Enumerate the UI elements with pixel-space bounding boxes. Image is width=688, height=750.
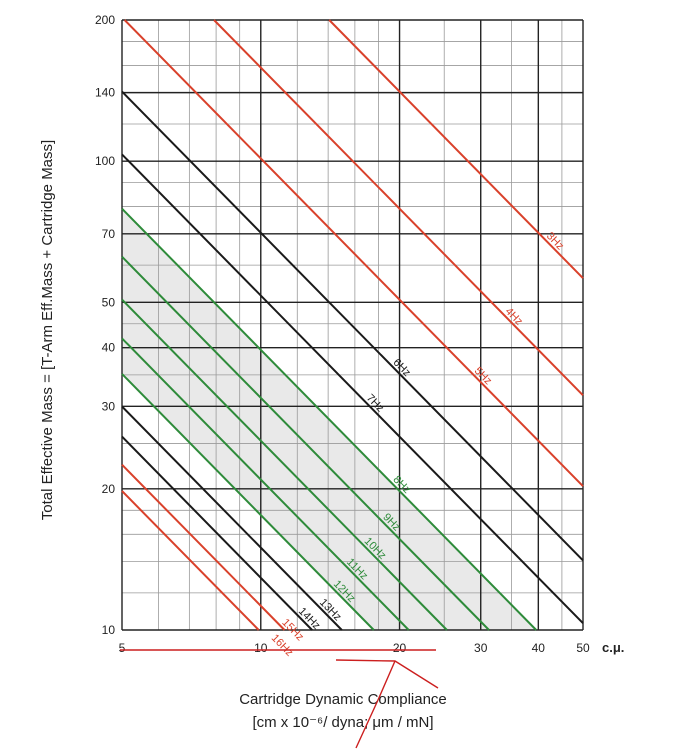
y-tick-labels: 10 20 30 40 50 70 100 140 200 — [95, 13, 115, 637]
annotation-marks — [120, 649, 439, 749]
y-tick-label: 30 — [102, 399, 116, 413]
y-tick-label: 100 — [95, 154, 115, 168]
series-label-6hz: 6Hz — [391, 357, 413, 379]
series-label-7hz: 7Hz — [364, 392, 386, 414]
x-axis-title: Cartridge Dynamic Compliance — [239, 691, 447, 708]
series-line-13hz — [121, 405, 343, 631]
gridlines — [121, 19, 584, 631]
x-tick-label: 20 — [393, 641, 407, 655]
series-lines — [121, 19, 584, 631]
annotation-arrow-head — [335, 659, 439, 689]
y-tick-label: 200 — [95, 13, 115, 27]
series-line-12hz — [121, 373, 375, 631]
annotation-arrow-shaft — [355, 660, 396, 749]
series-line-5hz — [123, 19, 584, 487]
y-tick-label: 20 — [102, 482, 116, 496]
series-line-16hz — [121, 490, 260, 631]
x-tick-label: 50 — [576, 641, 590, 655]
x-axis-units: [cm x 10⁻⁶/ dyna; μm / mN] — [252, 714, 433, 731]
series-line-9hz — [121, 255, 490, 631]
y-axis-title: Total Effective Mass = [T-Arm Eff.Mass +… — [39, 140, 56, 520]
x-tick-label: 10 — [254, 641, 268, 655]
y-tick-label: 70 — [102, 227, 116, 241]
series-line-11hz — [121, 337, 410, 631]
series-line-7hz — [121, 153, 584, 624]
y-tick-label: 10 — [102, 623, 116, 637]
x-tick-label: 30 — [474, 641, 488, 655]
shaded-band-8-12hz — [122, 208, 583, 630]
series-label-5hz: 5Hz — [472, 365, 494, 387]
series-line-14hz — [121, 435, 313, 631]
x-tick-label: 5 — [119, 641, 126, 655]
y-tick-label: 40 — [102, 341, 116, 355]
series-line-4hz — [213, 19, 584, 397]
x-tick-label: 40 — [532, 641, 546, 655]
series-line-3hz — [328, 19, 584, 279]
y-tick-label: 50 — [102, 295, 116, 309]
x-tick-labels: 5 10 20 30 40 50 — [119, 641, 590, 655]
series-line-8hz — [121, 207, 537, 631]
series-line-6hz — [121, 90, 584, 562]
series-line-10hz — [121, 298, 448, 631]
series-line-15hz — [121, 463, 286, 631]
series-label-4hz: 4Hz — [503, 305, 525, 327]
x-unit-tag: c.μ. — [602, 640, 624, 655]
y-tick-label: 140 — [95, 86, 115, 100]
shaded-region — [122, 208, 583, 630]
